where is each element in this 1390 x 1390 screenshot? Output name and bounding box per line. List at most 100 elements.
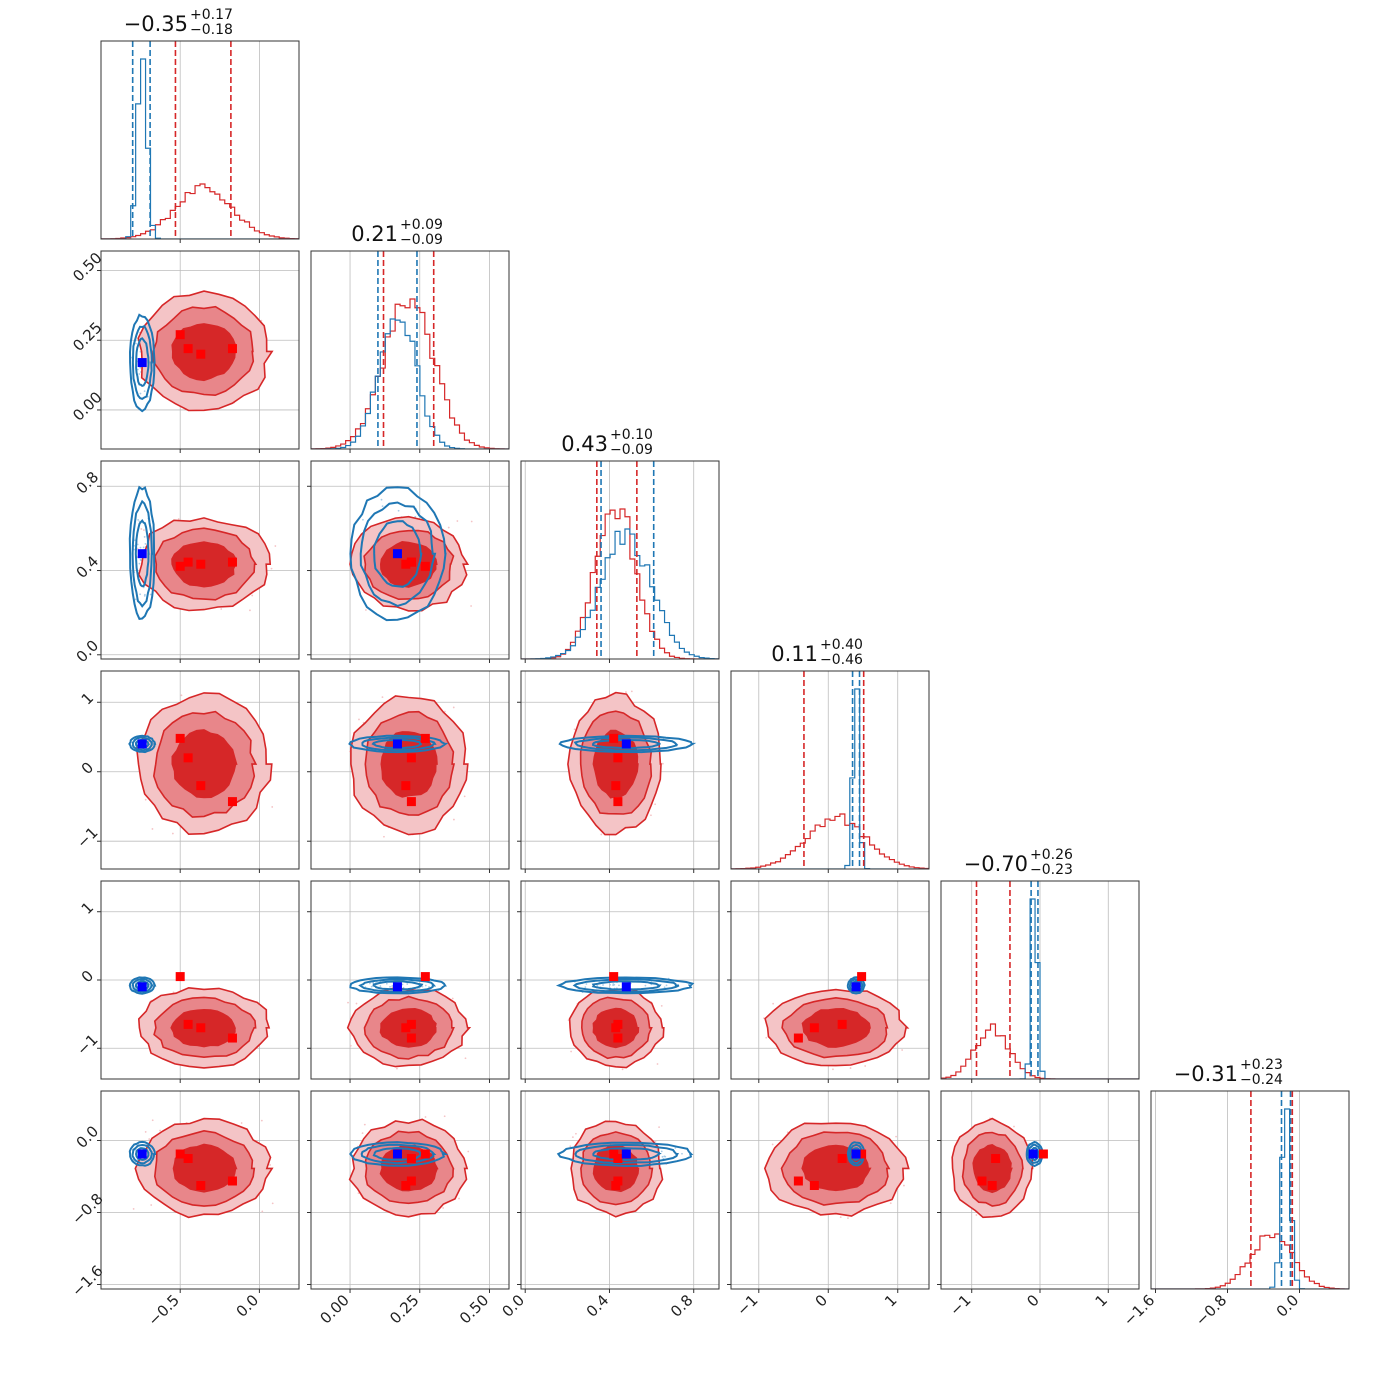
red-truth-marker (401, 1023, 411, 1033)
blue-contour (349, 486, 447, 622)
title-upper-error: +0.23 (1240, 1057, 1283, 1073)
red-sample-point (451, 997, 454, 1000)
panel-frame (310, 1090, 510, 1290)
red-sample-point (442, 1207, 445, 1209)
blue-contour (373, 520, 423, 588)
red-truth-marker (420, 1149, 430, 1159)
blue-sample-point (663, 986, 666, 989)
red-truth-marker (837, 1019, 847, 1029)
red-sample-point (144, 1131, 147, 1133)
red-truth-marker (613, 1154, 623, 1163)
panel-frame (520, 1090, 720, 1290)
blue-histogram (101, 58, 299, 239)
title-upper-error: +0.26 (1030, 847, 1073, 863)
red-truth-marker (613, 1033, 623, 1043)
blue-contour (591, 738, 661, 750)
blue-truth-marker (621, 1149, 631, 1159)
blue-truth-marker (392, 739, 402, 749)
blue-contour (135, 337, 150, 388)
red-truth-marker (406, 557, 416, 567)
red-truth-marker (401, 781, 411, 791)
red-truth-marker (183, 344, 193, 354)
red-truth-marker (609, 972, 619, 982)
panel-5-2: 0.0 0.4 0.8 (498, 1090, 720, 1321)
blue-sample-point (397, 509, 400, 512)
red-sample-point (901, 1049, 904, 1051)
red-truth-marker (809, 1181, 819, 1190)
panel-content (101, 1091, 299, 1289)
panel-4-4 (940, 880, 1140, 1083)
blue-truth-marker (621, 982, 631, 992)
panel-title: −0.35 +0.17−0.18 (124, 7, 233, 38)
red-sample-point (140, 528, 143, 530)
red-truth-marker (175, 1149, 185, 1159)
red-sample-point (1013, 1125, 1015, 1128)
panel-content (521, 671, 719, 869)
red-truth-marker (227, 344, 237, 354)
red-truth-marker (987, 1181, 997, 1190)
panel-4-3 (727, 880, 930, 1083)
red-sample-point (569, 1145, 572, 1148)
red-contour-inner (801, 1007, 871, 1048)
red-histogram (731, 813, 929, 869)
blue-truth-marker (851, 1149, 861, 1159)
red-contour-inner (171, 729, 238, 799)
red-sample-point (355, 1002, 358, 1005)
blue-sample-point (139, 366, 142, 369)
blue-contour (556, 1141, 694, 1168)
blue-contour (131, 499, 154, 608)
blue-sample-point (143, 536, 146, 538)
red-sample-point (159, 1129, 161, 1132)
red-sample-point (630, 690, 633, 693)
title-lower-error: −0.24 (1240, 1072, 1283, 1088)
red-truth-marker (227, 1176, 237, 1186)
blue-contour (573, 736, 679, 752)
y-tick-label: 0.25 (69, 319, 105, 355)
red-sample-point (600, 833, 603, 836)
panel-5-1: 0.00 0.25 0.50 (307, 1090, 510, 1327)
blue-sample-point (143, 390, 146, 393)
red-truth-marker (227, 1033, 237, 1043)
red-sample-point (456, 520, 459, 522)
red-truth-marker (837, 1154, 847, 1163)
red-sample-point (463, 795, 466, 798)
blue-sample-point (401, 983, 404, 986)
red-sample-point (661, 762, 664, 765)
blue-sample-point (370, 985, 373, 988)
panel-content (101, 41, 299, 239)
red-sample-point (220, 608, 223, 610)
blue-sample-point (613, 983, 616, 986)
red-sample-point (270, 567, 273, 570)
red-sample-point (274, 545, 277, 547)
red-truth-marker (183, 1019, 193, 1029)
blue-contour (128, 976, 157, 995)
x-tick-label: 0.0 (1273, 1291, 1303, 1321)
panel-5-5: −1.6 −0.8 0.0 (1120, 1090, 1350, 1330)
panel-content (731, 671, 929, 869)
blue-truth-marker (392, 1149, 402, 1159)
red-truth-marker (196, 1023, 206, 1033)
blue-contour (1025, 1140, 1044, 1168)
red-sample-point (903, 1184, 905, 1187)
blue-sample-point (663, 1155, 666, 1158)
red-sample-point (172, 991, 175, 994)
red-truth-marker (175, 972, 185, 982)
red-sample-point (889, 1202, 892, 1205)
panel-1-0: 0.00 0.25 0.50 (69, 249, 300, 453)
title-upper-error: +0.09 (400, 217, 443, 233)
panel-frame (100, 460, 300, 660)
x-tick-label: 0.25 (386, 1291, 422, 1327)
blue-sample-point (385, 982, 388, 985)
y-tick-label: −1 (73, 1031, 101, 1059)
panel-frame (730, 670, 930, 870)
panel-content (311, 1091, 509, 1289)
panel-frame (100, 40, 300, 240)
red-sample-point (396, 1067, 398, 1070)
blue-sample-point (142, 546, 145, 549)
blue-contour (572, 978, 680, 993)
red-sample-point (358, 718, 360, 721)
blue-sample-point (134, 598, 137, 601)
panel-title: −0.31 +0.23−0.24 (1174, 1057, 1283, 1088)
x-tick-label: 0 (812, 1291, 831, 1310)
y-tick-label: 0 (78, 967, 97, 986)
